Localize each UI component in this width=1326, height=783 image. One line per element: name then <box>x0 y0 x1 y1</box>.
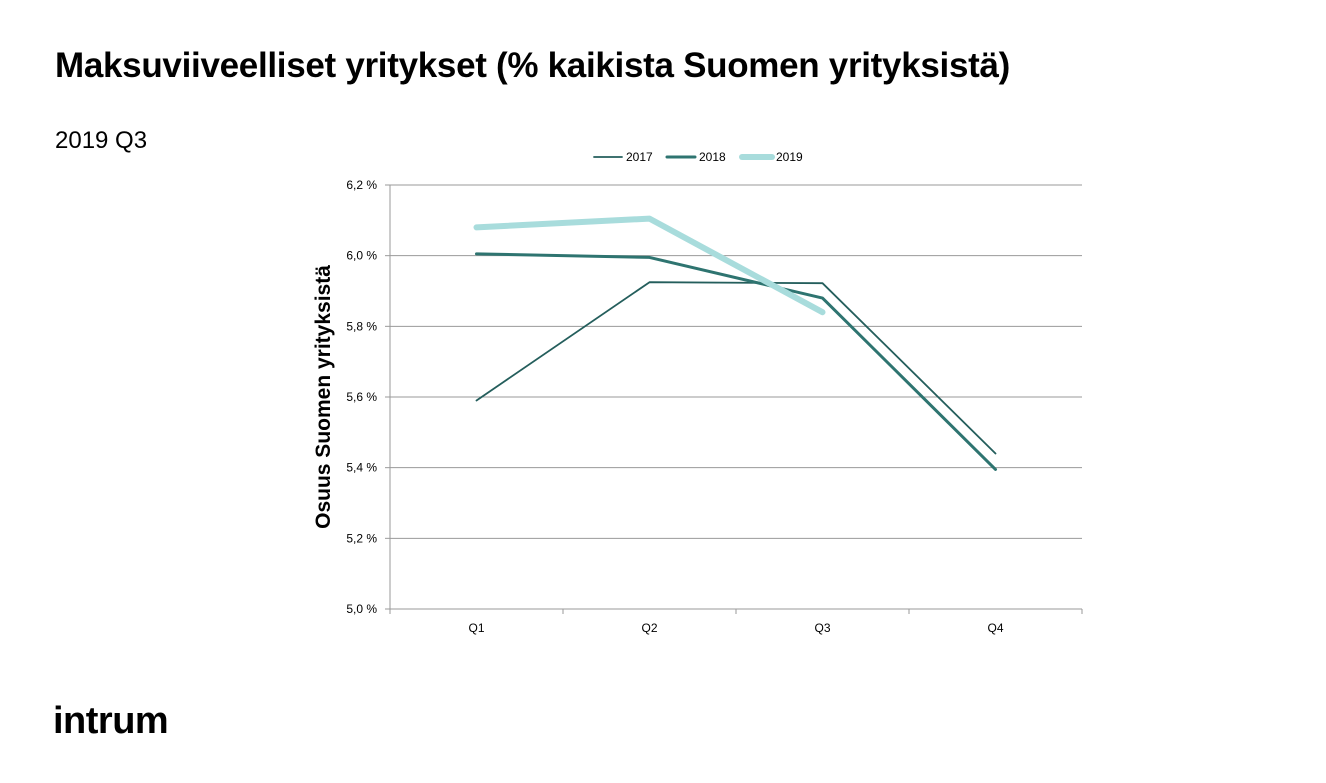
intrum-logo: intrum <box>53 700 169 742</box>
chart-legend: 2017 2018 2019 <box>593 150 803 164</box>
x-tick-label: Q3 <box>814 621 830 635</box>
legend-label-2017: 2017 <box>626 150 653 164</box>
chart-series <box>473 215 997 471</box>
y-axis-label: Osuus Suomen yrityksistä <box>312 265 335 529</box>
x-tick-label: Q1 <box>468 621 484 635</box>
y-tick-label: 5,4 % <box>346 461 377 475</box>
y-tick-label: 5,8 % <box>346 319 377 333</box>
y-tick-label: 5,0 % <box>346 602 377 616</box>
page-subtitle: 2019 Q3 <box>55 127 148 154</box>
chart-grid <box>390 184 1082 539</box>
series-line-2017 <box>475 281 997 455</box>
y-tick-label: 5,6 % <box>346 390 377 404</box>
chart-axes: 5,0 % 5,2 % 5,4 % 5,6 % 5,8 % 6,0 % 6,2 % Q1 Q2 Q… <box>346 178 1083 635</box>
x-tick-label: Q4 <box>987 621 1003 635</box>
legend-label-2019: 2019 <box>776 150 803 164</box>
page-title: Maksuviiveelliset yritykset (% kaikista … <box>55 46 1011 85</box>
y-tick-label: 6,0 % <box>346 249 377 263</box>
x-tick-label: Q2 <box>641 621 657 635</box>
y-tick-label: 6,2 % <box>346 178 377 192</box>
y-tick-label: 5,2 % <box>346 531 377 545</box>
legend-label-2018: 2018 <box>699 150 726 164</box>
series-line-2018 <box>475 252 997 471</box>
series-line-2019 <box>473 215 826 316</box>
